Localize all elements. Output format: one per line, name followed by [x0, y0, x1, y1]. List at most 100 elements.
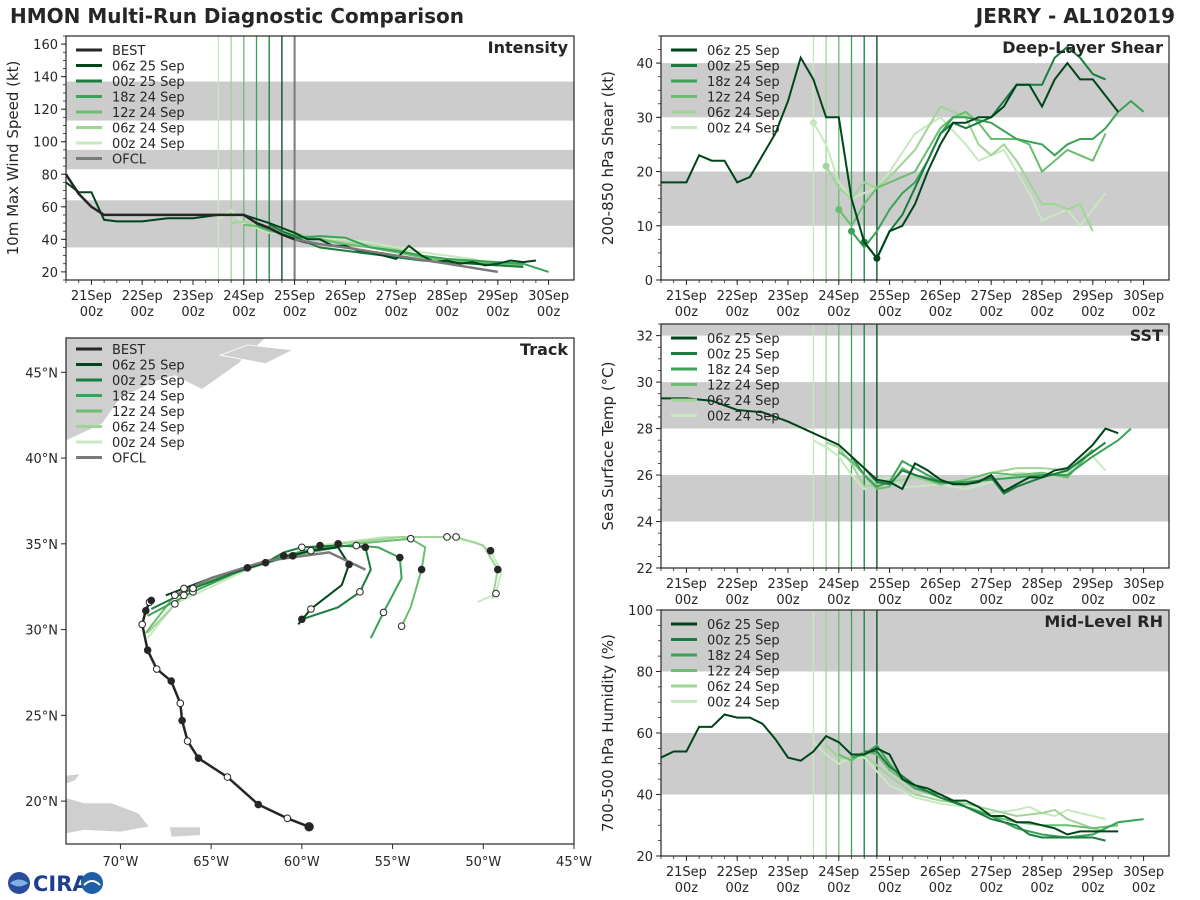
intensity-ytick-label: 120: [33, 103, 58, 118]
track-best-point: [304, 822, 314, 832]
sst-xtick-day: 27Sep: [971, 577, 1012, 592]
intensity-best-line: [66, 173, 308, 244]
shear-band: [661, 63, 1169, 118]
track-run-point: [345, 560, 353, 569]
shear-series-line: [825, 105, 1094, 232]
rh-ytick-label: 40: [636, 789, 653, 804]
track-ytick-label: 20°N: [25, 795, 58, 810]
sst-xtick-hour: 00z: [776, 593, 800, 608]
track-legend-label: 12z 24 Sep: [112, 405, 185, 420]
shear-xtick-hour: 00z: [878, 305, 902, 320]
shear-xtick-day: 30Sep: [1123, 289, 1164, 304]
rh-legend-label: 06z 25 Sep: [707, 618, 780, 633]
intensity-xtick-day: 27Sep: [376, 289, 417, 304]
sst-xtick-day: 22Sep: [717, 577, 758, 592]
sst-xtick-hour: 00z: [675, 593, 699, 608]
shear-xtick-hour: 00z: [1132, 305, 1156, 320]
intensity-ytick-label: 160: [33, 38, 58, 53]
rh-xtick-day: 29Sep: [1072, 865, 1113, 880]
rh-xtick-day: 26Sep: [920, 865, 961, 880]
shear-legend-label: 18z 24 Sep: [707, 75, 780, 90]
intensity-xtick-hour: 00z: [181, 305, 205, 320]
shear-xtick-day: 29Sep: [1072, 289, 1113, 304]
track-ytick-label: 30°N: [25, 624, 58, 639]
track-run-point: [452, 533, 460, 541]
shear-legend-label: 06z 24 Sep: [707, 106, 780, 121]
track-run-point: [397, 622, 406, 630]
rh-xtick-day: 25Sep: [869, 865, 910, 880]
shear-series-line: [863, 45, 1106, 261]
intensity-band: [66, 81, 574, 121]
shear-title: Deep-Layer Shear: [1002, 38, 1163, 57]
shear-ytick-label: 40: [636, 57, 653, 72]
rh-legend-label: 00z 25 Sep: [707, 634, 780, 649]
sst-xtick-day: 23Sep: [767, 577, 808, 592]
sst-legend-label: 12z 24 Sep: [707, 379, 780, 394]
sst-ylabel: Sea Surface Temp (°C): [599, 361, 617, 530]
shear-xtick-day: 25Sep: [869, 289, 910, 304]
shear-xtick-hour: 00z: [1030, 305, 1054, 320]
sst-xtick-day: 24Sep: [818, 577, 859, 592]
sst-series-line: [863, 441, 1107, 495]
intensity-xtick-day: 26Sep: [325, 289, 366, 304]
intensity-legend-label: 00z 24 Sep: [112, 137, 185, 152]
track-run-point: [486, 546, 495, 555]
logo-text: CIRA: [33, 872, 89, 896]
track-run-point: [288, 552, 297, 560]
sst-band: [661, 382, 1169, 429]
track-run-point: [298, 543, 306, 552]
shear-init-point: [822, 162, 830, 170]
shear-ytick-label: 20: [636, 166, 653, 181]
track-best-point: [223, 773, 232, 781]
shear-xtick-hour: 00z: [726, 305, 750, 320]
intensity-series-line: [217, 208, 486, 264]
shear-series-line: [812, 116, 1107, 228]
sst-series-line: [825, 441, 1094, 488]
intensity-xtick-hour: 00z: [334, 305, 358, 320]
sst-band: [661, 324, 1169, 336]
track-ytick-label: 25°N: [25, 709, 58, 724]
rh-xtick-day: 24Sep: [818, 865, 859, 880]
track-run-point: [492, 589, 500, 598]
intensity-xtick-day: 25Sep: [274, 289, 315, 304]
sst-xtick-hour: 00z: [1081, 593, 1105, 608]
track-run-point: [316, 541, 324, 550]
rh-xtick-day: 22Sep: [717, 865, 758, 880]
track-run-point: [352, 541, 361, 550]
rh-panel: 2040608010021Sep00z22Sep00z23Sep00z24Sep…: [599, 604, 1170, 896]
sst-plot-area: [661, 324, 1169, 568]
sst-legend-label: 18z 24 Sep: [707, 363, 780, 378]
sst-ytick-label: 30: [636, 376, 653, 391]
track-legend-label: 06z 25 Sep: [112, 359, 185, 374]
rh-xtick-hour: 00z: [776, 881, 800, 896]
sst-ytick-label: 28: [636, 423, 653, 438]
track-legend-label: 00z 25 Sep: [112, 374, 185, 389]
track-best-line: [140, 599, 310, 828]
rh-series-line: [864, 750, 1106, 842]
intensity-legend-label: OFCL: [112, 153, 147, 168]
shear-legend-label: 00z 24 Sep: [707, 122, 780, 137]
intensity-ytick-label: 80: [41, 168, 58, 183]
shear-series-line: [661, 55, 1119, 261]
shear-xtick-hour: 00z: [929, 305, 953, 320]
land-shape: [66, 797, 151, 835]
track-best-point: [152, 665, 161, 673]
intensity-xtick-day: 30Sep: [528, 289, 569, 304]
sst-legend-label: 00z 24 Sep: [707, 410, 780, 425]
shear-xtick-day: 22Sep: [717, 289, 758, 304]
intensity-xtick-hour: 00z: [435, 305, 459, 320]
track-run-point: [180, 591, 188, 600]
track-title: Track: [520, 340, 568, 359]
shear-series-line: [850, 99, 1145, 250]
sst-xtick-hour: 00z: [726, 593, 750, 608]
shear-series-line: [838, 110, 1107, 228]
track-best-point: [138, 620, 146, 629]
track-ytick-label: 35°N: [25, 538, 58, 553]
track-best-point: [176, 699, 185, 708]
sst-panel: 22242628303221Sep00z22Sep00z23Sep00z24Se…: [599, 323, 1170, 608]
rh-xtick-hour: 00z: [980, 881, 1004, 896]
intensity-ytick-label: 140: [33, 71, 58, 86]
track-xtick-label: 65°W: [193, 855, 229, 870]
sst-xtick-hour: 00z: [1132, 593, 1156, 608]
